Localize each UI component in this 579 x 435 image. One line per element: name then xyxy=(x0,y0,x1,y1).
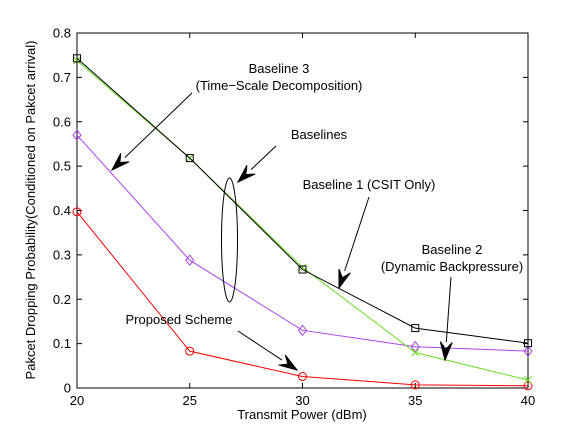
y-tick-label: 0.4 xyxy=(53,203,71,218)
x-tick-label: 25 xyxy=(183,393,197,408)
arrow-baseline2-head xyxy=(439,341,453,362)
y-tick-label: 0.1 xyxy=(53,336,71,351)
arrow-baseline2-shaft xyxy=(445,276,452,343)
series-3-marker xyxy=(410,380,420,390)
y-tick-label: 0.3 xyxy=(53,247,71,262)
annotation-baseline2-line2: (Dynamic Backpressure) xyxy=(381,259,523,274)
series-group xyxy=(72,54,533,391)
annotation-proposed-scheme: Proposed Scheme xyxy=(126,312,233,327)
series-3-marker xyxy=(523,381,533,391)
baselines-ellipse xyxy=(221,177,238,303)
series-line-2 xyxy=(76,134,529,352)
annotation-baseline1: Baseline 1 (CSIT Only) xyxy=(303,177,436,192)
arrow-baseline3 xyxy=(110,92,193,172)
series-0-marker xyxy=(411,324,420,333)
arrow-proposed-shaft xyxy=(237,330,283,361)
y-tick-label: 0.7 xyxy=(53,70,71,85)
series-2-marker xyxy=(523,345,533,357)
series-line-3 xyxy=(76,211,529,387)
series-1-marker xyxy=(73,56,81,65)
arrow-baseline1 xyxy=(338,196,370,290)
arrow-baselines-shaft xyxy=(250,145,277,170)
annotation-arrows xyxy=(110,92,453,371)
series-1-marker xyxy=(298,263,307,272)
series-0-marker xyxy=(298,265,307,274)
annotation-shapes xyxy=(221,177,238,303)
x-tick-label: 30 xyxy=(295,393,309,408)
y-tick-label: 0.2 xyxy=(53,292,71,307)
series-2-marker xyxy=(410,340,420,353)
y-axis-label: Pakcet Dropping Probability(Conditioned … xyxy=(23,41,38,380)
series-3-marker xyxy=(72,207,82,217)
series-0-marker xyxy=(524,339,532,348)
y-tick-label: 0.6 xyxy=(53,114,71,129)
annotation-baseline2-line1: Baseline 2 xyxy=(422,242,483,257)
series-2-marker xyxy=(185,254,195,267)
annotation-baseline3-line2: (Time−Scale Decomposition) xyxy=(196,78,363,93)
series-2-marker xyxy=(297,324,308,337)
series-1-marker xyxy=(411,348,420,357)
series-0-marker xyxy=(185,154,194,163)
series-line-0 xyxy=(76,57,529,344)
series-3-marker xyxy=(298,371,307,381)
arrow-baseline2 xyxy=(439,276,453,362)
arrow-baseline1-shaft xyxy=(344,196,370,272)
arrow-baselines-head xyxy=(236,165,256,184)
series-0-marker xyxy=(73,54,81,63)
series-3-marker xyxy=(185,346,195,356)
y-tick-label: 0.8 xyxy=(53,26,71,41)
series-2-marker xyxy=(72,129,82,141)
x-axis-label: Transmit Power (dBm) xyxy=(237,407,367,422)
annotation-baselines: Baselines xyxy=(291,127,348,142)
arrow-baseline3-head xyxy=(110,152,130,172)
x-tick-label: 35 xyxy=(408,393,422,408)
y-tick-label: 0.5 xyxy=(53,159,71,174)
annotation-baseline3-line1: Baseline 3 xyxy=(249,61,310,76)
plot-area xyxy=(76,32,529,389)
y-tick-label: 0 xyxy=(64,381,71,396)
x-tick-label: 20 xyxy=(70,393,84,408)
arrow-baseline3-shaft xyxy=(124,92,193,158)
arrow-baseline1-head xyxy=(338,268,351,290)
arrow-proposed xyxy=(237,330,299,371)
arrow-proposed-head xyxy=(278,354,299,371)
series-1-marker xyxy=(524,376,532,384)
axis-ticks: 20 25 30 35 40 0 0.1 0.2 0.3 0.4 0.5 0.6 0.7 0.8 xyxy=(53,26,535,409)
x-tick-label: 40 xyxy=(521,393,535,408)
arrow-baselines xyxy=(236,145,277,184)
